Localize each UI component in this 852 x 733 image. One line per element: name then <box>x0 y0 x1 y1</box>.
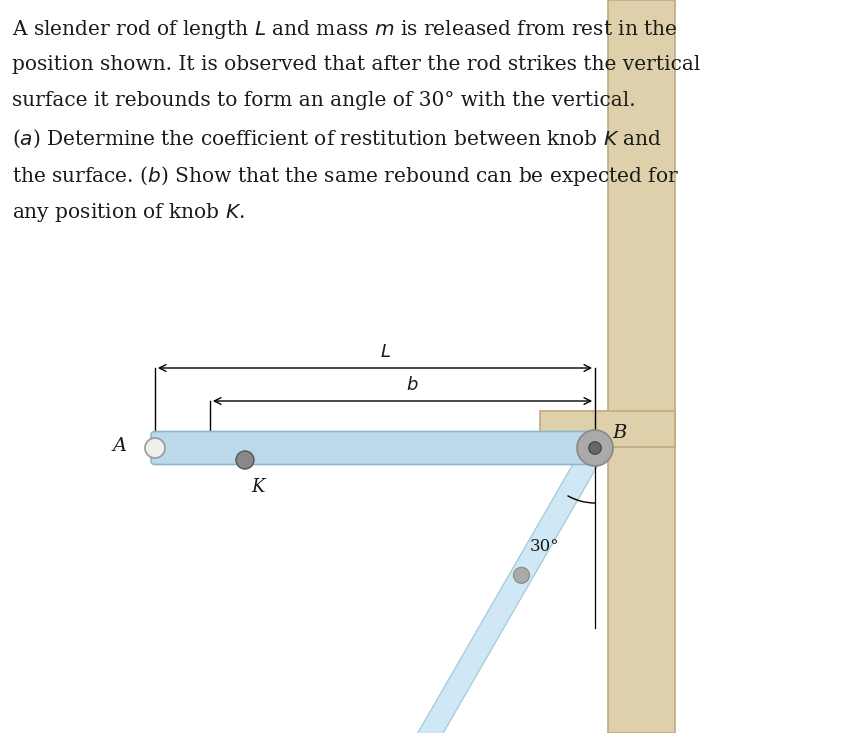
Text: position shown. It is observed that after the rod strikes the vertical: position shown. It is observed that afte… <box>12 54 699 73</box>
Text: $L$: $L$ <box>379 343 390 361</box>
Polygon shape <box>410 443 604 733</box>
Text: K: K <box>250 478 264 496</box>
Circle shape <box>145 438 164 458</box>
Bar <box>539 411 674 447</box>
FancyBboxPatch shape <box>151 432 598 465</box>
Text: B: B <box>611 424 625 442</box>
Text: A slender rod of length $L$ and mass $m$ is released from rest in the: A slender rod of length $L$ and mass $m$… <box>12 18 676 41</box>
Circle shape <box>513 567 529 583</box>
Text: ($a$) Determine the coefficient of restitution between knob $K$ and: ($a$) Determine the coefficient of resti… <box>12 128 661 150</box>
Text: the surface. ($b$) Show that the same rebound can be expected for: the surface. ($b$) Show that the same re… <box>12 164 678 188</box>
Circle shape <box>236 451 254 469</box>
Text: A: A <box>112 437 127 455</box>
Text: 30°: 30° <box>529 538 559 555</box>
Bar <box>607 0 674 733</box>
Text: any position of knob $K$.: any position of knob $K$. <box>12 201 245 224</box>
Circle shape <box>588 442 601 454</box>
Text: $b$: $b$ <box>406 376 418 394</box>
Circle shape <box>576 430 613 466</box>
Text: surface it rebounds to form an angle of 30° with the vertical.: surface it rebounds to form an angle of … <box>12 91 635 110</box>
